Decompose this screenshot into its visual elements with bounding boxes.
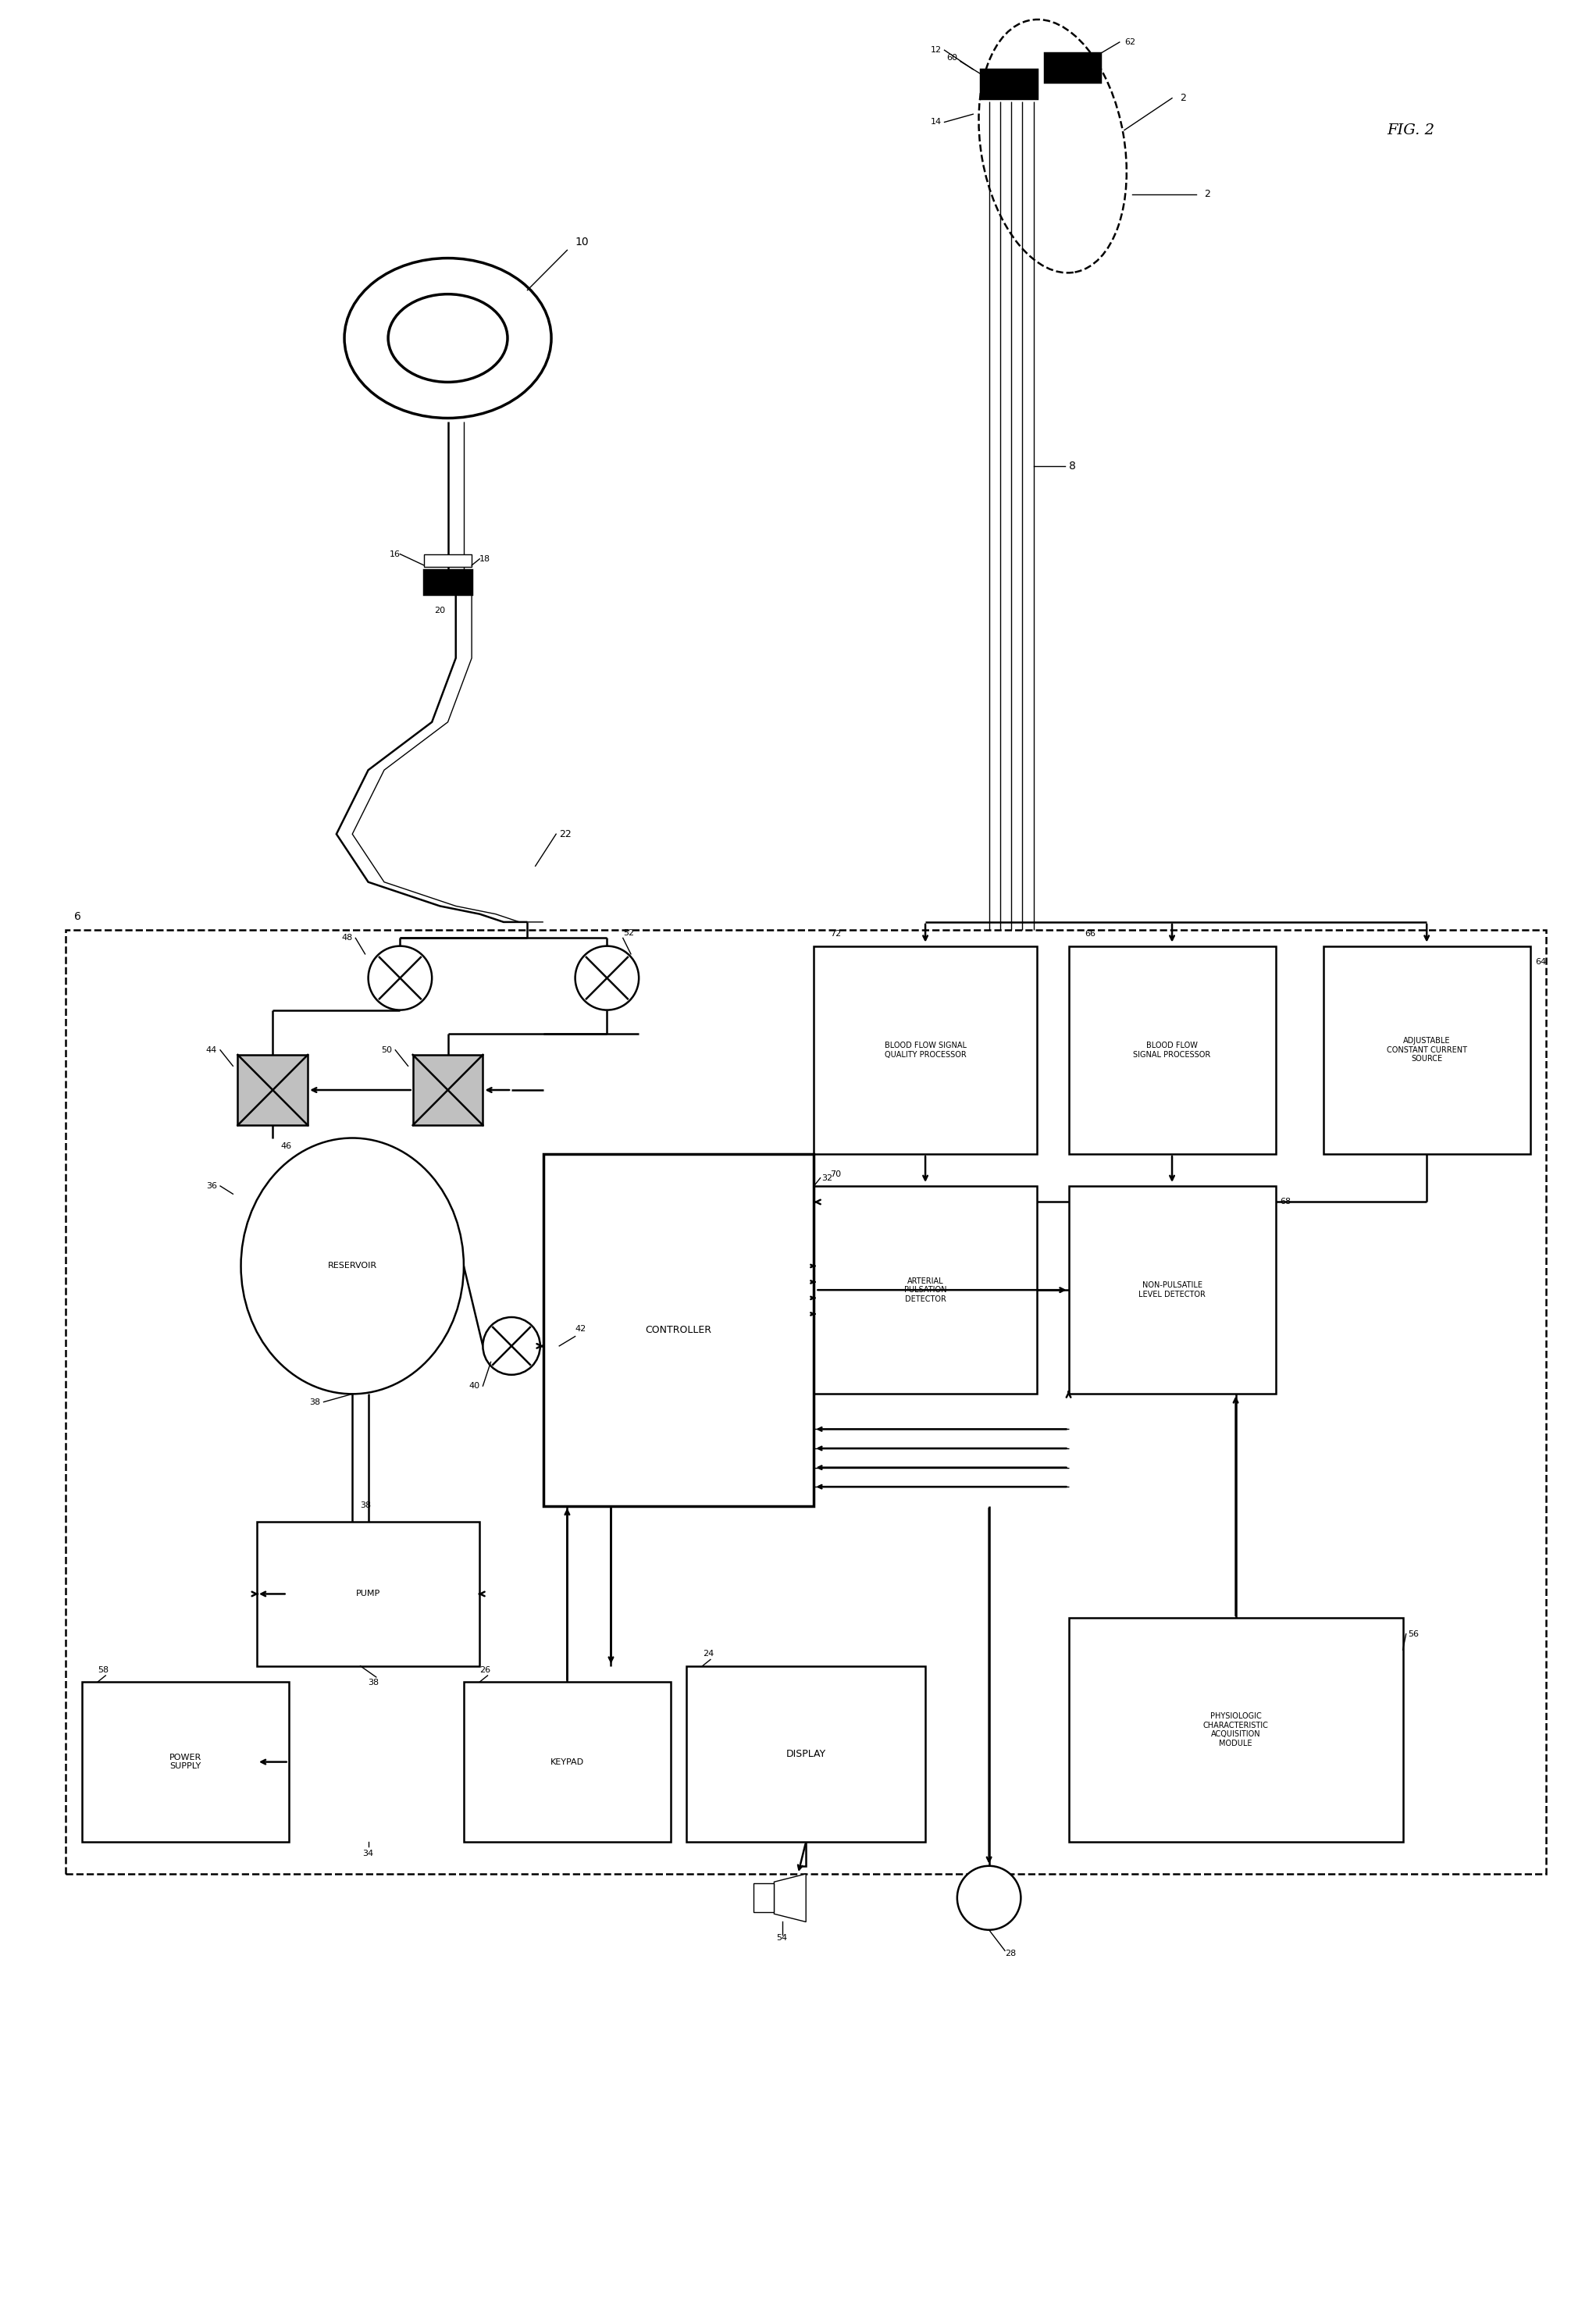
FancyBboxPatch shape: [238, 1055, 308, 1126]
Ellipse shape: [345, 258, 551, 418]
Text: BLOOD FLOW
SIGNAL PROCESSOR: BLOOD FLOW SIGNAL PROCESSOR: [1133, 1041, 1211, 1059]
FancyBboxPatch shape: [413, 1055, 484, 1126]
Text: POWER
SUPPLY: POWER SUPPLY: [169, 1754, 201, 1770]
Text: 46: 46: [281, 1142, 292, 1149]
FancyBboxPatch shape: [1069, 1186, 1275, 1394]
Text: CONTROLLER: CONTROLLER: [645, 1325, 712, 1334]
Text: 60: 60: [946, 55, 958, 62]
Text: 44: 44: [206, 1046, 217, 1055]
Text: RESERVOIR: RESERVOIR: [327, 1262, 377, 1269]
Text: 16: 16: [389, 549, 401, 559]
Text: NON-PULSATILE
LEVEL DETECTOR: NON-PULSATILE LEVEL DETECTOR: [1138, 1281, 1205, 1299]
Text: 22: 22: [559, 829, 571, 840]
Text: 10: 10: [575, 238, 589, 247]
FancyBboxPatch shape: [753, 1883, 774, 1913]
FancyBboxPatch shape: [686, 1666, 926, 1842]
Text: 72: 72: [830, 930, 841, 937]
Text: DISPLAY: DISPLAY: [785, 1749, 825, 1759]
Text: 50: 50: [381, 1046, 393, 1055]
FancyBboxPatch shape: [543, 1154, 814, 1505]
FancyBboxPatch shape: [1045, 53, 1100, 83]
Text: 40: 40: [469, 1382, 480, 1389]
FancyBboxPatch shape: [257, 1521, 480, 1666]
FancyBboxPatch shape: [982, 69, 1037, 99]
Text: 38: 38: [310, 1399, 321, 1406]
Text: 42: 42: [575, 1325, 586, 1334]
Ellipse shape: [388, 293, 508, 383]
Text: 12: 12: [930, 46, 942, 53]
FancyBboxPatch shape: [814, 1186, 1037, 1394]
Text: 32: 32: [822, 1175, 833, 1182]
FancyBboxPatch shape: [1323, 946, 1531, 1154]
FancyBboxPatch shape: [425, 554, 472, 568]
FancyBboxPatch shape: [425, 570, 472, 593]
Text: 24: 24: [702, 1650, 713, 1657]
Text: 38: 38: [361, 1500, 372, 1509]
Text: KEYPAD: KEYPAD: [551, 1759, 584, 1766]
FancyBboxPatch shape: [1069, 1618, 1403, 1842]
Text: 18: 18: [480, 554, 490, 563]
Text: 64: 64: [1535, 958, 1547, 967]
Text: BLOOD FLOW SIGNAL
QUALITY PROCESSOR: BLOOD FLOW SIGNAL QUALITY PROCESSOR: [884, 1041, 966, 1059]
Text: 6: 6: [73, 912, 81, 921]
Text: 34: 34: [362, 1851, 373, 1858]
Text: 8: 8: [1069, 462, 1076, 471]
Text: 56: 56: [1408, 1629, 1419, 1639]
Text: 70: 70: [830, 1170, 841, 1177]
Text: 28: 28: [1005, 1950, 1017, 1957]
Text: FIG. 2: FIG. 2: [1387, 122, 1435, 136]
Text: 68: 68: [1280, 1198, 1291, 1205]
Text: 58: 58: [97, 1666, 109, 1673]
Text: 54: 54: [777, 1934, 787, 1941]
Text: 62: 62: [1124, 39, 1135, 46]
Text: 66: 66: [1085, 930, 1095, 937]
Text: ARTERIAL
PULSATION
DETECTOR: ARTERIAL PULSATION DETECTOR: [903, 1276, 946, 1304]
Circle shape: [369, 946, 433, 1011]
FancyBboxPatch shape: [1069, 946, 1275, 1154]
FancyBboxPatch shape: [81, 1683, 289, 1842]
Text: 36: 36: [206, 1182, 217, 1191]
Text: PUMP: PUMP: [356, 1590, 380, 1597]
Text: 38: 38: [369, 1678, 380, 1687]
Text: PHYSIOLOGIC
CHARACTERISTIC
ACQUISITION
MODULE: PHYSIOLOGIC CHARACTERISTIC ACQUISITION M…: [1203, 1713, 1269, 1747]
Ellipse shape: [241, 1138, 464, 1394]
Circle shape: [958, 1865, 1021, 1929]
FancyBboxPatch shape: [814, 946, 1037, 1154]
Text: 52: 52: [622, 930, 634, 937]
Text: 2: 2: [1203, 189, 1210, 198]
Text: ADJUSTABLE
CONSTANT CURRENT
SOURCE: ADJUSTABLE CONSTANT CURRENT SOURCE: [1387, 1036, 1467, 1064]
Text: 20: 20: [434, 607, 445, 614]
Text: 48: 48: [342, 935, 353, 942]
Circle shape: [575, 946, 638, 1011]
Circle shape: [484, 1318, 539, 1376]
Text: 14: 14: [930, 118, 942, 127]
Polygon shape: [774, 1874, 806, 1923]
Text: 2: 2: [1179, 92, 1186, 104]
FancyBboxPatch shape: [464, 1683, 670, 1842]
Text: 26: 26: [480, 1666, 490, 1673]
